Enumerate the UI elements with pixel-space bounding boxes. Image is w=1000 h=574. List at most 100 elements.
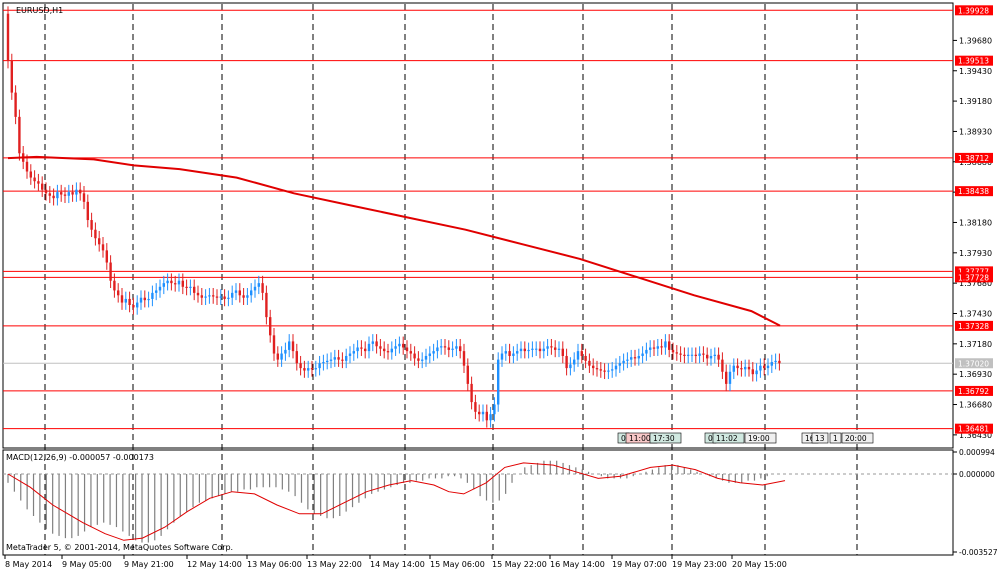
candle-body (33, 177, 36, 182)
candle-body (375, 341, 378, 347)
candle-body (649, 347, 652, 350)
candle-body (744, 366, 747, 370)
vertical-grid (44, 4, 858, 555)
candle-body (242, 295, 245, 298)
macd-histogram (3, 460, 953, 543)
candle-body (630, 357, 633, 360)
candle-body (497, 359, 500, 405)
time-label: 13 May 06:00 (247, 560, 302, 569)
candle-body (535, 348, 538, 350)
candle-body (424, 355, 428, 360)
event-tag-label: 11:00 (629, 434, 651, 443)
candle-body (322, 362, 325, 364)
symbol-title: EURUSD,H1 (16, 6, 63, 15)
candle-body (778, 360, 781, 364)
candle-body (740, 368, 743, 370)
candle-body (508, 351, 511, 356)
candle-body (645, 349, 648, 354)
candle-body (181, 280, 184, 287)
candle-body (75, 189, 78, 195)
price-tick-label: 1.37930 (959, 249, 992, 258)
price-tick-label: 1.37180 (959, 340, 992, 349)
event-tag-label: 1 (833, 434, 838, 443)
candle-body (660, 346, 663, 348)
candle-body (694, 354, 697, 356)
candle-body (147, 298, 150, 301)
candle-body (588, 360, 591, 366)
moving-average-line (7, 155, 781, 327)
candle-body (272, 335, 276, 354)
event-tag-box (829, 432, 842, 444)
candle-body (67, 192, 70, 196)
candle-body (721, 359, 724, 372)
level-label-box (955, 5, 993, 16)
candle-body (6, 13, 10, 62)
event-tag-label: 11:02 (716, 434, 738, 443)
level-label: 1.38438 (958, 187, 989, 196)
time-label: 19 May 23:00 (672, 560, 727, 569)
level-price-labels: 1.39928 1.39513 1.38712 1.38438 1.377771.377… (955, 5, 993, 434)
level-label-box (955, 320, 993, 331)
candle-body (519, 348, 523, 352)
level-label-box (955, 423, 993, 434)
macd-tick-label: -0.003527 (959, 548, 998, 557)
candle-body (386, 351, 390, 353)
time-label: 15 May 06:00 (430, 560, 485, 569)
event-tag-label: 0 (708, 434, 713, 443)
time-label: 16 May 14:00 (550, 560, 605, 569)
candle-body (622, 360, 625, 364)
candle-body (763, 365, 766, 369)
price-panel-frame (2, 2, 954, 449)
price-tick-label: 1.36680 (959, 401, 992, 410)
candle-body (383, 348, 386, 352)
current-price-box (955, 358, 993, 369)
candle-body (246, 295, 249, 298)
level-label-box (955, 152, 993, 163)
candle-body (276, 353, 279, 360)
candle-body (759, 365, 762, 371)
candle-body (60, 192, 63, 195)
candle-body (409, 351, 412, 354)
candle-body (481, 411, 485, 415)
level-label-box (955, 272, 993, 283)
candle-body (360, 347, 363, 349)
event-tags[interactable]: 0 11:00 17:30 0 11:02 19:00 16 13 1 20:00 (617, 432, 874, 444)
candle-body (702, 353, 705, 355)
candle-body (269, 317, 272, 336)
event-tag-label: 17:30 (653, 434, 675, 443)
candle-body (189, 286, 192, 289)
candle-body (466, 365, 469, 384)
candle-body (101, 244, 105, 251)
candle-body (595, 368, 599, 370)
candle-body (364, 348, 367, 352)
candle-body (14, 92, 17, 117)
candle-body (747, 366, 751, 370)
candle-body (291, 341, 295, 352)
candle-body (523, 348, 526, 352)
candle-body (231, 292, 234, 298)
candle-body (257, 283, 260, 287)
candle-body (440, 346, 443, 348)
candle-body (538, 348, 542, 352)
candle-body (607, 370, 610, 372)
candle-body (158, 286, 162, 291)
horizontal-levels[interactable] (3, 9, 953, 430)
candle-body (79, 189, 82, 194)
candle-body (394, 346, 397, 349)
price-axis: 1.396801.394301.391801.389301.386801.384… (953, 36, 992, 440)
candle-body (371, 341, 374, 344)
candle-body (155, 290, 158, 293)
candle-body (390, 348, 393, 353)
candle-body (664, 341, 667, 348)
candle-body (250, 290, 253, 296)
candle-body (310, 368, 314, 370)
candle-body (193, 286, 196, 293)
candle-body (557, 348, 561, 350)
candle-body (443, 346, 447, 348)
level-label: 1.39928 (958, 6, 989, 15)
candle-body (136, 302, 139, 308)
candle-body (215, 296, 219, 298)
candle-body (474, 402, 477, 412)
